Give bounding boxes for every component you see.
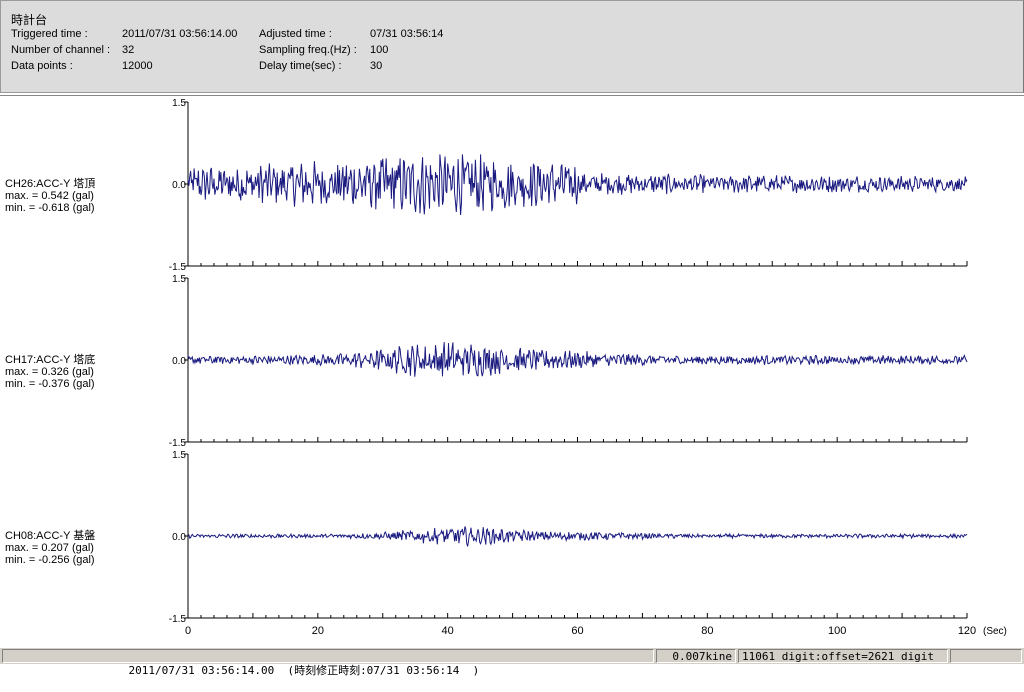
adjusted-time-label: Adjusted time : bbox=[259, 28, 332, 40]
channel-count-value: 32 bbox=[122, 44, 135, 56]
delay-time-value: 30 bbox=[370, 60, 383, 72]
channel-3-label: CH08:ACC-Y 基盤 max. = 0.207 (gal) min. = … bbox=[5, 530, 95, 566]
x-tick-label-6: 120 bbox=[958, 625, 976, 637]
y-tick-label-1-0: 1.5 bbox=[172, 98, 186, 109]
channel-2-label: CH17:ACC-Y 塔底 max. = 0.326 (gal) min. = … bbox=[5, 354, 95, 390]
channel-3-max: max. = 0.207 (gal) bbox=[5, 542, 94, 554]
y-tick-label-1-1: 0.0 bbox=[172, 180, 186, 191]
triggered-time-label: Triggered time : bbox=[11, 28, 88, 40]
station-title: 時計台 bbox=[11, 13, 48, 27]
waveform-line-3 bbox=[187, 526, 968, 547]
waveform-chart: 1.50.0-1.51.50.0-1.51.50.0-1.50 20 40 60 80 1… bbox=[169, 98, 1007, 637]
x-tick-label-0: 0 bbox=[185, 625, 191, 637]
sampling-freq-label: Sampling freq.(Hz) : bbox=[259, 44, 357, 56]
status-bar: 2011/07/31 03:56:14.00 (時刻修正時刻:07/31 03:… bbox=[0, 648, 1024, 677]
status-digit: 11061 digit:offset=2621 digit bbox=[738, 649, 948, 663]
x-tick-label-4: 80 bbox=[701, 625, 713, 637]
y-tick-label-3-1: 0.0 bbox=[172, 532, 186, 543]
waveform-line-2 bbox=[187, 342, 968, 377]
status-time: 2011/07/31 03:56:14.00 (時刻修正時刻:07/31 03:… bbox=[2, 649, 654, 677]
adjusted-time-value: 07/31 03:56:14 bbox=[370, 28, 444, 40]
channel-count-label: Number of channel : bbox=[11, 44, 111, 56]
data-points-label: Data points : bbox=[11, 60, 73, 72]
status-velocity: 0.007kine bbox=[656, 649, 736, 663]
x-tick-label-2: 40 bbox=[442, 625, 454, 637]
status-time-text: 2011/07/31 03:56:14.00 (時刻修正時刻:07/31 03:… bbox=[128, 664, 480, 677]
x-tick-label-3: 60 bbox=[571, 625, 583, 637]
channel-2-name: CH17:ACC-Y 塔底 bbox=[5, 354, 96, 366]
x-tick-label-5: 100 bbox=[828, 625, 846, 637]
channel-1-min: min. = -0.618 (gal) bbox=[5, 202, 95, 214]
channel-1-name: CH26:ACC-Y 塔頂 bbox=[5, 178, 96, 190]
y-tick-label-2-2: -1.5 bbox=[169, 438, 187, 449]
sampling-freq-value: 100 bbox=[370, 44, 389, 56]
channel-3-min: min. = -0.256 (gal) bbox=[5, 554, 95, 566]
triggered-time-value: 2011/07/31 03:56:14.00 bbox=[122, 28, 238, 40]
y-tick-label-2-0: 1.5 bbox=[172, 274, 186, 285]
info-header: 時計台 Triggered time : 2011/07/31 03:56:14… bbox=[0, 0, 1024, 93]
y-tick-label-3-2: -1.5 bbox=[169, 614, 187, 625]
data-points-value: 12000 bbox=[122, 60, 153, 72]
y-tick-label-1-2: -1.5 bbox=[169, 262, 187, 273]
x-tick-label-1: 20 bbox=[312, 625, 324, 637]
waveform-line-1 bbox=[187, 154, 968, 216]
channel-2-max: max. = 0.326 (gal) bbox=[5, 366, 94, 378]
channel-1-max: max. = 0.542 (gal) bbox=[5, 190, 94, 202]
channel-1-label: CH26:ACC-Y 塔頂 max. = 0.542 (gal) min. = … bbox=[5, 178, 95, 214]
delay-time-label: Delay time(sec) : bbox=[259, 60, 342, 72]
x-axis-unit: (Sec) bbox=[983, 626, 1007, 637]
channel-2-min: min. = -0.376 (gal) bbox=[5, 378, 95, 390]
waveform-plot-area: 1.5 0.0 -1.5 1.5 0.0 -1.5 1.5 0.0 -1.5 0 20 40 60 80 1… bbox=[0, 95, 1024, 649]
status-empty-pane bbox=[950, 649, 1022, 663]
y-tick-label-2-1: 0.0 bbox=[172, 356, 186, 367]
channel-3-name: CH08:ACC-Y 基盤 bbox=[5, 530, 96, 542]
y-tick-label-3-0: 1.5 bbox=[172, 450, 186, 461]
